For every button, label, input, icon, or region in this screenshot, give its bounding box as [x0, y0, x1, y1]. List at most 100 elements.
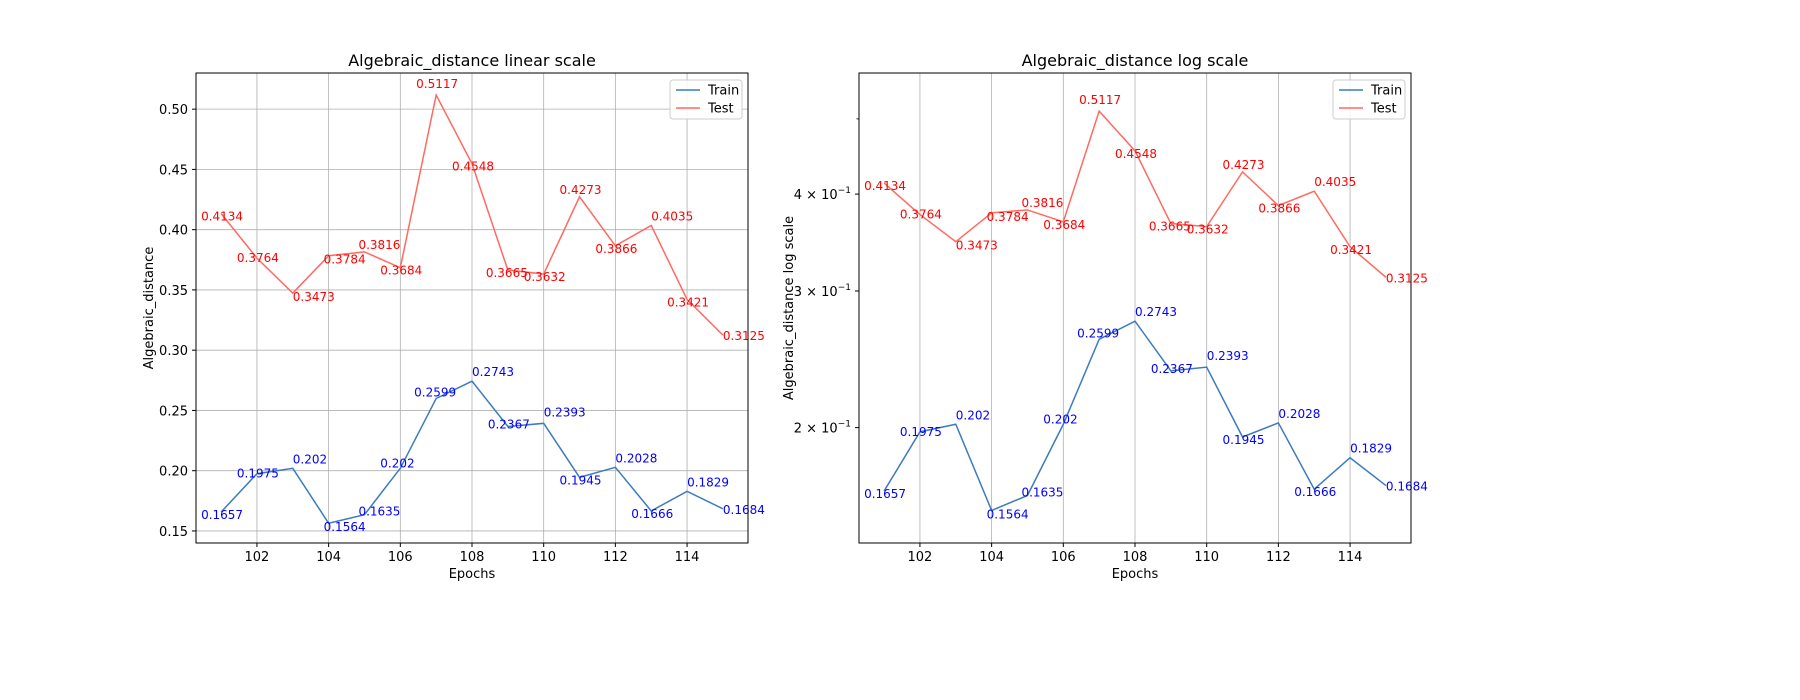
data-label-train: 0.2393: [544, 405, 586, 419]
y-tick-label: 0.45: [159, 163, 188, 178]
data-label-test: 0.3421: [667, 295, 709, 309]
y-tick-label: 0.15: [159, 525, 188, 540]
data-label-test: 0.3632: [524, 270, 566, 284]
data-label-train: 0.2743: [1135, 305, 1177, 319]
data-label-test: 0.3473: [956, 239, 998, 253]
data-label-test: 0.4273: [560, 183, 602, 197]
y-tick-label: 0.50: [159, 103, 188, 118]
x-tick-label: 104: [316, 550, 341, 565]
data-label-train: 0.2028: [1278, 407, 1320, 421]
x-tick-label: 102: [908, 550, 933, 565]
data-label-test: 0.4134: [864, 179, 906, 193]
data-label-test: 0.4548: [452, 160, 494, 174]
series-line-test: [883, 109, 1387, 278]
data-label-test: 0.3764: [237, 251, 279, 265]
data-label-test: 0.4548: [1115, 147, 1157, 161]
x-tick-label: 112: [1266, 550, 1291, 565]
data-label-train: 0.1945: [1223, 433, 1265, 447]
series-line-train: [883, 320, 1387, 512]
x-tick-label: 110: [1194, 550, 1219, 565]
legend: Train Test: [1332, 79, 1406, 120]
data-label-train: 0.2028: [615, 451, 657, 465]
data-label-train: 0.1829: [687, 475, 729, 489]
x-tick-label: 114: [675, 550, 700, 565]
log-scale-panel: 0.1657 0.1975 0.202 0.1564 0.1635 0.202 0.2599…: [782, 51, 1428, 582]
x-tick-label: 106: [1051, 550, 1076, 565]
y-tick-label: 0.30: [159, 344, 188, 359]
data-label-train: 0.202: [1043, 412, 1077, 426]
data-label-train: 0.1975: [237, 467, 279, 481]
data-label-train: 0.202: [956, 408, 990, 422]
x-axis-label: Epochs: [449, 567, 496, 582]
data-label-train: 0.2743: [472, 365, 514, 379]
y-tick-label-base: 3 × 10: [794, 285, 838, 300]
y-tick-label: 2 × 10−1: [794, 420, 851, 437]
data-label-train: 0.202: [380, 456, 414, 470]
y-tick-label-base: 4 × 10: [794, 188, 838, 203]
series-line-test: [220, 92, 724, 336]
data-label-test: 0.3684: [380, 264, 422, 278]
data-label-test: 0.3764: [900, 208, 942, 222]
legend-label-test: Test: [1370, 102, 1397, 117]
data-label-train: 0.2599: [414, 386, 456, 400]
y-tick-label: 0.40: [159, 224, 188, 239]
chart-title: Algebraic_distance linear scale: [348, 51, 596, 71]
x-tick-label: 110: [531, 550, 556, 565]
data-label-train: 0.2393: [1207, 349, 1249, 363]
y-tick-label-base: 2 × 10: [794, 422, 838, 437]
data-label-test: 0.5117: [1079, 93, 1121, 107]
data-label-train: 0.2367: [488, 417, 530, 431]
x-tick-label: 106: [388, 550, 413, 565]
data-label-test: 0.3421: [1330, 243, 1372, 257]
y-axis-label: Algebraic_distance log scale: [782, 216, 797, 400]
data-label-test: 0.3816: [1021, 196, 1063, 210]
data-label-test: 0.3665: [1149, 220, 1191, 234]
data-label-test: 0.3684: [1043, 218, 1085, 232]
data-label-test: 0.3866: [1258, 202, 1300, 216]
y-tick-label: 0.20: [159, 465, 188, 480]
data-label-train: 0.1975: [900, 425, 942, 439]
legend-label-train: Train: [1370, 84, 1402, 99]
y-tick-label: 3 × 10−1: [794, 283, 851, 300]
data-label-test: 0.4035: [1314, 175, 1356, 189]
x-tick-label: 108: [1123, 550, 1148, 565]
y-tick-label: 0.35: [159, 284, 188, 299]
data-label-train: 0.1657: [864, 487, 906, 501]
data-label-test: 0.3125: [1386, 271, 1428, 285]
y-axis-label: Algebraic_distance: [142, 247, 157, 370]
y-tick-label: 4 × 10−1: [794, 186, 851, 203]
data-label-train: 0.1666: [1294, 485, 1336, 499]
y-tick-label-exponent: −1: [838, 420, 851, 430]
y-tick-label-exponent: −1: [838, 186, 851, 196]
data-label-test: 0.3866: [595, 242, 637, 256]
data-label-test: 0.4035: [651, 209, 693, 223]
data-label-test: 0.3665: [486, 266, 528, 280]
data-label-train: 0.1564: [324, 520, 366, 534]
data-label-train: 0.1666: [631, 507, 673, 521]
data-label-train: 0.1635: [1021, 486, 1063, 500]
data-label-test: 0.5117: [416, 77, 458, 91]
chart-title: Algebraic_distance log scale: [1022, 51, 1249, 71]
data-label-train: 0.1945: [560, 473, 602, 487]
data-label-test: 0.4134: [201, 210, 243, 224]
x-tick-label: 108: [460, 550, 485, 565]
data-label-train: 0.1635: [358, 505, 400, 519]
legend-label-test: Test: [707, 102, 734, 117]
data-label-test: 0.3816: [358, 238, 400, 252]
series-line-train: [220, 380, 724, 525]
data-label-test: 0.3784: [324, 253, 366, 267]
data-label-train: 0.2599: [1077, 326, 1119, 340]
data-label-train: 0.1829: [1350, 442, 1392, 456]
data-label-test: 0.3125: [723, 329, 765, 343]
y-tick-label: 0.25: [159, 404, 188, 419]
x-tick-label: 104: [979, 550, 1004, 565]
legend: Train Test: [669, 79, 743, 120]
data-label-train: 0.1684: [723, 503, 765, 517]
legend-label-train: Train: [707, 84, 739, 99]
data-label-train: 0.1657: [201, 508, 243, 522]
data-label-train: 0.202: [293, 452, 327, 466]
x-axis-label: Epochs: [1112, 567, 1159, 582]
x-tick-label: 112: [603, 550, 628, 565]
